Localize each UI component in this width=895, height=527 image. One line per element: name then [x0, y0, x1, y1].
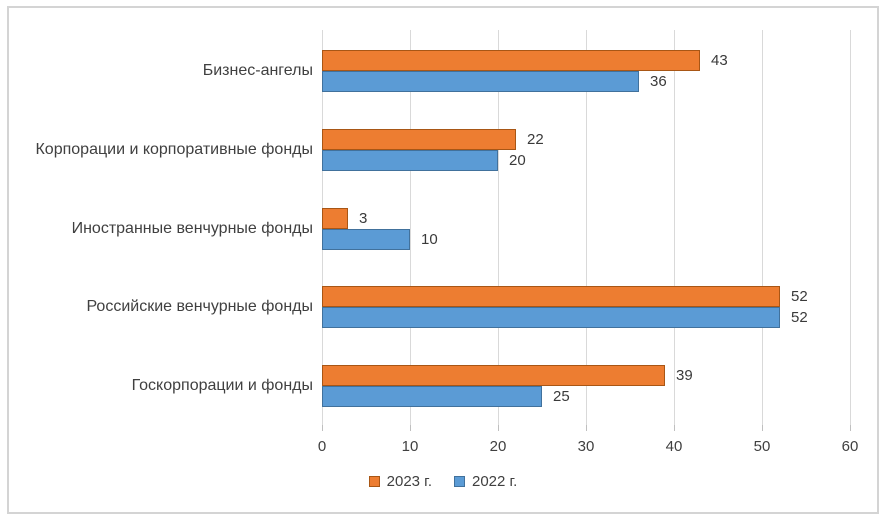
bar-2023-series	[322, 208, 348, 229]
x-tick-label: 0	[317, 438, 327, 455]
gridline	[850, 30, 851, 425]
data-label: 36	[650, 73, 667, 90]
category-label: Корпорации и корпоративные фонды	[35, 141, 313, 158]
data-label: 20	[509, 152, 526, 169]
category-label: Российские венчурные фонды	[86, 298, 313, 315]
category-axis: Бизнес-ангелы Корпорации и корпоративные …	[0, 30, 313, 425]
axis-tick-mark	[498, 425, 499, 431]
gridline	[674, 30, 675, 425]
bar-2023-series	[322, 129, 516, 150]
x-tick-label: 20	[489, 438, 507, 455]
axis-tick-mark	[674, 425, 675, 431]
x-tick-label: 40	[665, 438, 683, 455]
axis-tick-mark	[762, 425, 763, 431]
bar-2023-series	[322, 365, 665, 386]
data-label: 10	[421, 231, 438, 248]
legend-label: 2022 г.	[472, 473, 518, 490]
category-label: Иностранные венчурные фонды	[71, 220, 313, 237]
data-label: 3	[359, 210, 368, 227]
bar-2022-series	[322, 307, 780, 328]
axis-tick-mark	[850, 425, 851, 431]
bar-2022-series	[322, 386, 542, 407]
category-label: Госкорпорации и фонды	[131, 377, 313, 394]
category-label: Бизнес-ангелы	[202, 62, 313, 79]
axis-tick-mark	[410, 425, 411, 431]
axis-tick-mark	[322, 425, 323, 431]
bar-2023-series	[322, 50, 700, 71]
legend-swatch-icon	[368, 476, 380, 487]
plot-area: 43 36 22 20 3 10 52 52 39 25	[322, 30, 851, 431]
x-tick-label: 30	[577, 438, 595, 455]
gridline	[762, 30, 763, 425]
data-label: 25	[553, 388, 570, 405]
legend-item: 2023 г.	[368, 473, 432, 490]
data-label: 43	[711, 52, 728, 69]
bar-2022-series	[322, 150, 498, 171]
gridline	[410, 30, 411, 425]
x-tick-label: 10	[401, 438, 419, 455]
bar-2022-series	[322, 71, 639, 92]
data-label: 22	[527, 131, 544, 148]
x-axis: 0 10 20 30 40 50 60	[0, 437, 895, 459]
legend-item: 2022 г.	[454, 473, 517, 490]
legend: 2023 г. 2022 г.	[7, 473, 879, 490]
gridline	[498, 30, 499, 425]
data-label: 52	[791, 309, 808, 326]
axis-tick-mark	[586, 425, 587, 431]
data-label: 39	[676, 367, 693, 384]
x-tick-label: 50	[753, 438, 771, 455]
bar-2022-series	[322, 229, 410, 250]
legend-label: 2023 г.	[386, 473, 432, 490]
bar-2023-series	[322, 286, 780, 307]
legend-swatch-icon	[454, 476, 465, 487]
gridline	[586, 30, 587, 425]
data-label: 52	[791, 288, 808, 305]
x-tick-label: 60	[841, 438, 859, 455]
